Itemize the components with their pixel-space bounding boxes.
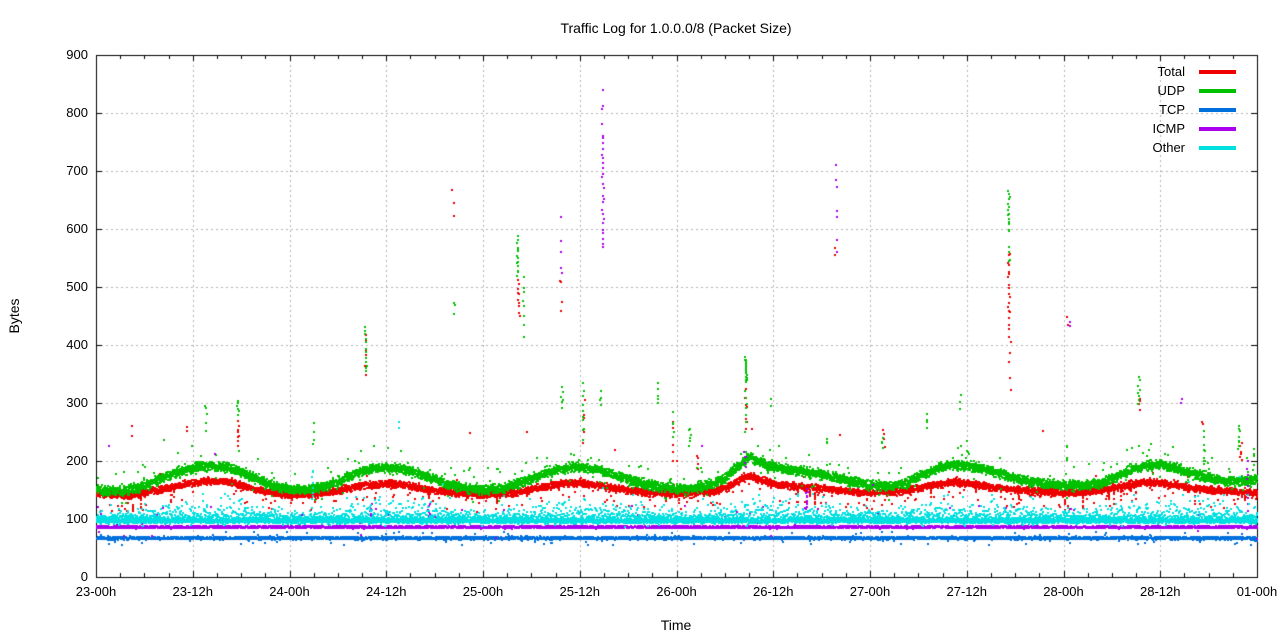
y-tick-label: 100 (66, 511, 88, 526)
legend-row-icmp: ICMP (1152, 119, 1236, 138)
legend-row-total: Total (1152, 62, 1236, 81)
legend-row-other: Other (1152, 138, 1236, 157)
legend-row-udp: UDP (1152, 81, 1236, 100)
legend-label-tcp: TCP (1159, 102, 1185, 117)
chart-title: Traffic Log for 1.0.0.0/8 (Packet Size) (560, 20, 792, 36)
legend-label-total: Total (1157, 64, 1185, 79)
x-tick-label: 23-00h (75, 584, 117, 599)
legend-swatch-total (1199, 69, 1236, 74)
legend-swatch-tcp (1199, 107, 1236, 112)
x-tick-label: 23-12h (172, 584, 213, 599)
legend-label-icmp: ICMP (1152, 121, 1186, 136)
y-tick-label: 900 (66, 47, 88, 62)
y-tick-label: 600 (66, 221, 88, 236)
legend-label-udp: UDP (1157, 83, 1185, 98)
y-tick-label: 500 (66, 279, 88, 294)
x-tick-label: 24-12h (366, 584, 407, 599)
legend-swatch-icmp (1199, 126, 1236, 131)
x-tick-label: 27-12h (946, 584, 987, 599)
x-tick-label: 28-00h (1043, 584, 1084, 599)
x-tick-label: 24-00h (269, 584, 310, 599)
y-axis-label: Bytes (6, 298, 22, 334)
x-tick-label: 26-00h (656, 584, 697, 599)
legend-swatch-udp (1199, 88, 1236, 93)
y-tick-label: 400 (66, 337, 88, 352)
y-tick-label: 700 (66, 163, 88, 178)
y-tick-label: 200 (66, 453, 88, 468)
legend-swatch-other (1199, 145, 1236, 150)
legend-label-other: Other (1152, 140, 1185, 155)
x-tick-label: 25-00h (462, 584, 504, 599)
legend-row-tcp: TCP (1152, 100, 1236, 119)
x-tick-label: 25-12h (559, 584, 600, 599)
x-axis-label: Time (660, 617, 692, 633)
y-tick-label: 300 (66, 395, 88, 410)
x-tick-label: 27-00h (849, 584, 891, 599)
y-tick-label: 800 (66, 105, 88, 120)
x-tick-label: 28-12h (1140, 584, 1181, 599)
y-tick-label: 0 (80, 569, 88, 584)
x-tick-label: 01-00h (1236, 584, 1278, 599)
legend: Total UDP TCP ICMP Other (1152, 62, 1236, 157)
x-tick-label: 26-12h (753, 584, 794, 599)
